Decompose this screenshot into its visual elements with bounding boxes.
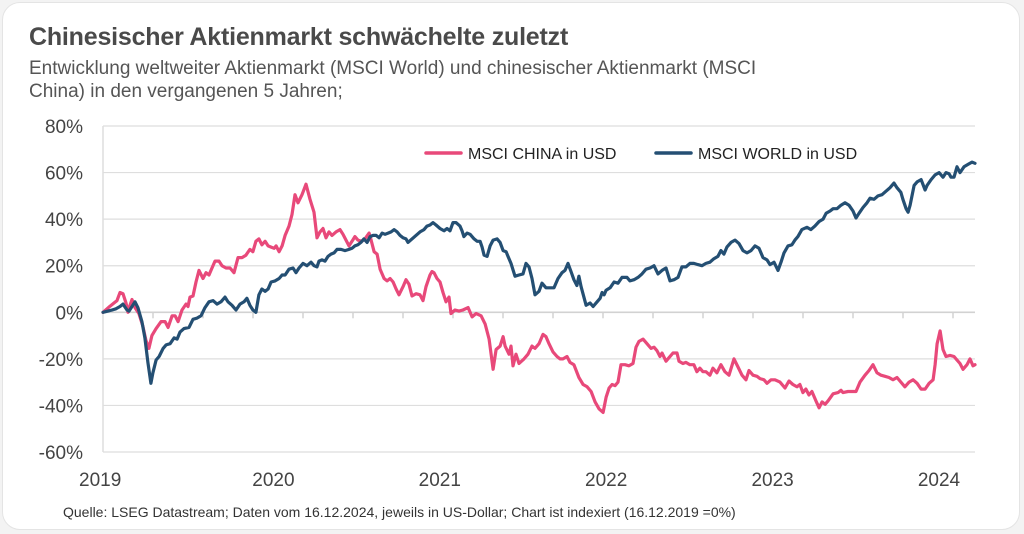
legend-label-world: MSCI WORLD in USD	[698, 146, 857, 163]
y-tick-label: -40%	[39, 396, 83, 417]
x-axis: 2019 2020 2021 2022 2023 2024	[79, 470, 961, 491]
x-tick-label: 2023	[751, 470, 793, 491]
y-tick-label: 80%	[45, 117, 83, 138]
x-tick-label: 2019	[79, 470, 121, 491]
x-tick-label: 2020	[252, 470, 294, 491]
y-axis: 80% 60% 40% 20% 0% -20% -40% -60%	[39, 117, 83, 464]
x-tick-label: 2024	[918, 470, 961, 491]
chart-title: Chinesischer Aktienmarkt schwächelte zul…	[29, 23, 569, 51]
y-tick-label: -20%	[39, 350, 83, 371]
y-tick-label: -60%	[39, 443, 83, 464]
legend-label-china: MSCI CHINA in USD	[468, 146, 616, 163]
y-tick-label: 0%	[56, 303, 84, 324]
series-group	[101, 160, 977, 414]
chart-subtitle: Entwicklung weltweiter Aktienmarkt (MSCI…	[29, 58, 757, 102]
y-tick-label: 20%	[45, 257, 83, 278]
y-tick-label: 60%	[45, 164, 83, 185]
source-note: Quelle: LSEG Datastream; Daten vom 16.12…	[63, 504, 736, 520]
legend: MSCI CHINA in USD MSCI WORLD in USD	[424, 146, 857, 163]
x-tick-label: 2021	[419, 470, 461, 491]
x-tick-label: 2022	[585, 470, 627, 491]
y-tick-label: 40%	[45, 210, 83, 231]
msci-world-line	[101, 160, 977, 385]
msci-china-line	[101, 182, 977, 414]
